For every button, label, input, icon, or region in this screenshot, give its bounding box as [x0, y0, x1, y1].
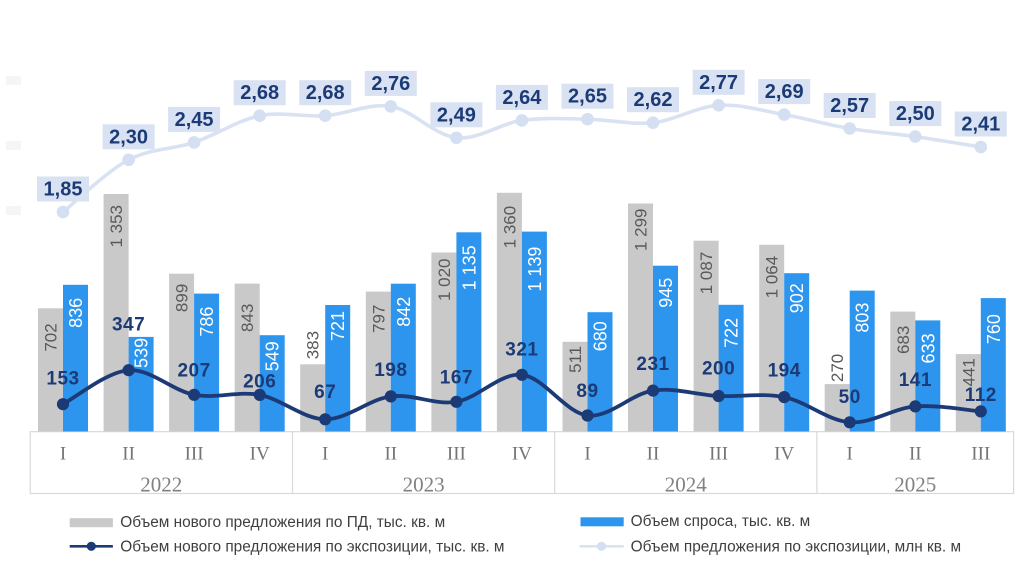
svg-text:2024: 2024: [665, 472, 708, 496]
svg-text:I: I: [584, 444, 590, 465]
svg-text:2,49: 2,49: [437, 104, 476, 126]
svg-text:945: 945: [656, 278, 676, 308]
svg-text:II: II: [647, 444, 660, 465]
svg-text:1,85: 1,85: [44, 179, 83, 201]
svg-text:1 087: 1 087: [697, 252, 716, 295]
svg-text:803: 803: [853, 303, 873, 333]
svg-text:II: II: [122, 444, 135, 465]
svg-text:Объем нового предложения по эк: Объем нового предложения по экспозиции, …: [120, 538, 504, 555]
svg-text:231: 231: [636, 354, 669, 375]
svg-text:2025: 2025: [894, 472, 936, 496]
svg-text:2,68: 2,68: [306, 82, 345, 104]
svg-text:67: 67: [314, 382, 336, 403]
svg-text:721: 721: [328, 311, 348, 341]
svg-text:539: 539: [132, 338, 152, 368]
svg-text:836: 836: [66, 298, 86, 328]
svg-text:842: 842: [394, 297, 414, 327]
svg-text:1 299: 1 299: [632, 209, 651, 252]
svg-text:511: 511: [566, 346, 585, 373]
svg-text:549: 549: [263, 341, 283, 371]
svg-text:347: 347: [112, 315, 145, 336]
svg-text:112: 112: [965, 385, 997, 406]
svg-text:843: 843: [238, 304, 257, 332]
svg-text:194: 194: [768, 361, 801, 382]
svg-text:2,41: 2,41: [961, 114, 1000, 136]
svg-text:2,76: 2,76: [371, 73, 410, 95]
svg-text:2,57: 2,57: [830, 95, 869, 117]
svg-text:198: 198: [374, 360, 407, 381]
svg-text:200: 200: [702, 359, 735, 380]
svg-text:Объем спроса, тыс. кв. м: Объем спроса, тыс. кв. м: [631, 513, 811, 530]
svg-text:702: 702: [42, 323, 61, 351]
svg-text:III: III: [971, 444, 990, 465]
svg-text:I: I: [847, 444, 853, 465]
svg-text:1 135: 1 135: [459, 245, 479, 290]
svg-text:2,68: 2,68: [240, 82, 279, 104]
svg-text:680: 680: [591, 321, 611, 351]
svg-text:683: 683: [894, 326, 913, 354]
svg-text:786: 786: [197, 307, 217, 337]
svg-text:I: I: [60, 444, 66, 465]
svg-text:II: II: [384, 444, 397, 465]
svg-text:Объем предложения по экспозици: Объем предложения по экспозиции, млн кв.…: [631, 538, 961, 555]
svg-text:1 360: 1 360: [500, 206, 519, 249]
svg-text:899: 899: [173, 284, 192, 312]
svg-text:1 353: 1 353: [107, 205, 126, 248]
svg-text:441: 441: [959, 358, 978, 386]
svg-text:2,62: 2,62: [634, 89, 673, 111]
svg-text:IV: IV: [774, 444, 794, 465]
svg-text:2,69: 2,69: [765, 81, 804, 103]
svg-text:722: 722: [722, 318, 742, 348]
svg-text:270: 270: [828, 354, 847, 382]
svg-text:141: 141: [899, 370, 932, 391]
svg-text:321: 321: [505, 339, 538, 360]
svg-text:I: I: [322, 444, 328, 465]
svg-text:153: 153: [46, 369, 79, 390]
svg-text:207: 207: [177, 360, 210, 381]
svg-text:III: III: [447, 444, 466, 465]
svg-text:89: 89: [576, 381, 598, 402]
svg-text:902: 902: [787, 283, 807, 313]
svg-text:II: II: [909, 444, 922, 465]
svg-text:633: 633: [918, 333, 938, 363]
svg-text:III: III: [709, 444, 728, 465]
svg-text:2,30: 2,30: [109, 126, 148, 148]
svg-text:2,45: 2,45: [175, 109, 214, 131]
svg-text:206: 206: [243, 371, 276, 392]
svg-text:2,64: 2,64: [502, 87, 542, 109]
svg-text:IV: IV: [512, 444, 532, 465]
svg-text:167: 167: [440, 367, 473, 388]
svg-text:III: III: [185, 444, 204, 465]
svg-text:2,77: 2,77: [699, 72, 738, 94]
svg-text:797: 797: [369, 305, 388, 333]
svg-text:1 064: 1 064: [763, 256, 782, 299]
svg-text:2,65: 2,65: [568, 86, 607, 108]
svg-text:2,50: 2,50: [896, 103, 935, 125]
svg-text:1 139: 1 139: [525, 247, 545, 292]
svg-text:IV: IV: [250, 444, 270, 465]
svg-text:2023: 2023: [403, 472, 445, 496]
svg-text:2022: 2022: [140, 472, 182, 496]
svg-text:Объем нового предложения по ПД: Объем нового предложения по ПД, тыс. кв.…: [120, 514, 445, 531]
svg-text:383: 383: [304, 331, 323, 359]
svg-text:1 020: 1 020: [435, 259, 454, 302]
svg-text:760: 760: [984, 314, 1004, 344]
svg-text:50: 50: [839, 387, 861, 408]
